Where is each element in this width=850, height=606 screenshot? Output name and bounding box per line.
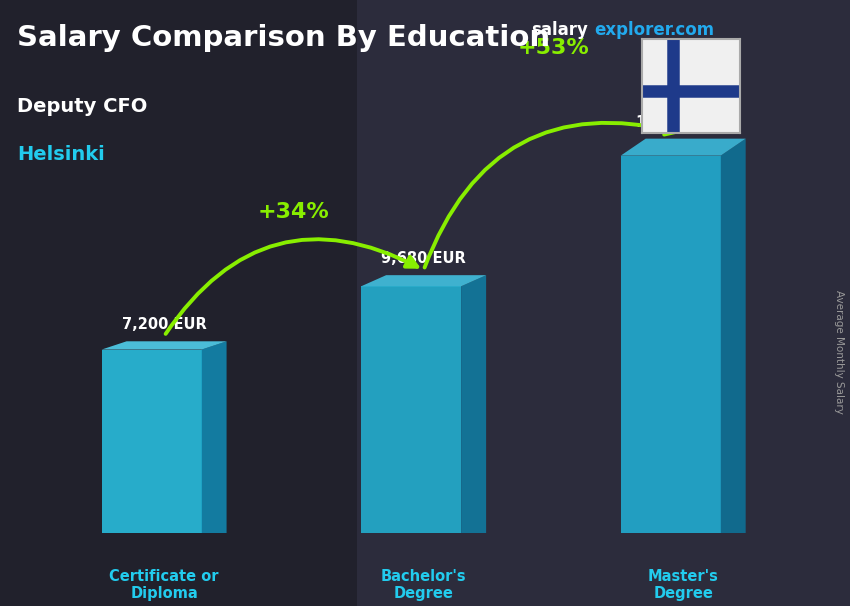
Polygon shape	[102, 341, 227, 350]
Polygon shape	[201, 341, 227, 533]
Text: Salary Comparison By Education: Salary Comparison By Education	[17, 24, 550, 52]
Text: explorer: explorer	[594, 21, 673, 39]
Polygon shape	[461, 275, 486, 533]
Polygon shape	[102, 350, 201, 533]
Text: Bachelor's
Degree: Bachelor's Degree	[381, 569, 467, 601]
Text: Deputy CFO: Deputy CFO	[17, 97, 147, 116]
Text: Master's
Degree: Master's Degree	[648, 569, 718, 601]
Text: 9,680 EUR: 9,680 EUR	[382, 251, 466, 266]
Text: Average Monthly Salary: Average Monthly Salary	[834, 290, 844, 413]
Text: salary: salary	[531, 21, 588, 39]
Text: Certificate or
Diploma: Certificate or Diploma	[110, 569, 218, 601]
Text: +53%: +53%	[518, 38, 589, 58]
Text: 7,200 EUR: 7,200 EUR	[122, 318, 207, 332]
Polygon shape	[361, 286, 461, 533]
Polygon shape	[361, 275, 486, 286]
Text: 14,800 EUR: 14,800 EUR	[636, 115, 731, 130]
Polygon shape	[721, 139, 745, 533]
Polygon shape	[620, 156, 721, 533]
Text: .com: .com	[669, 21, 714, 39]
Polygon shape	[620, 139, 745, 156]
Text: +34%: +34%	[258, 202, 330, 222]
Text: Helsinki: Helsinki	[17, 145, 105, 164]
